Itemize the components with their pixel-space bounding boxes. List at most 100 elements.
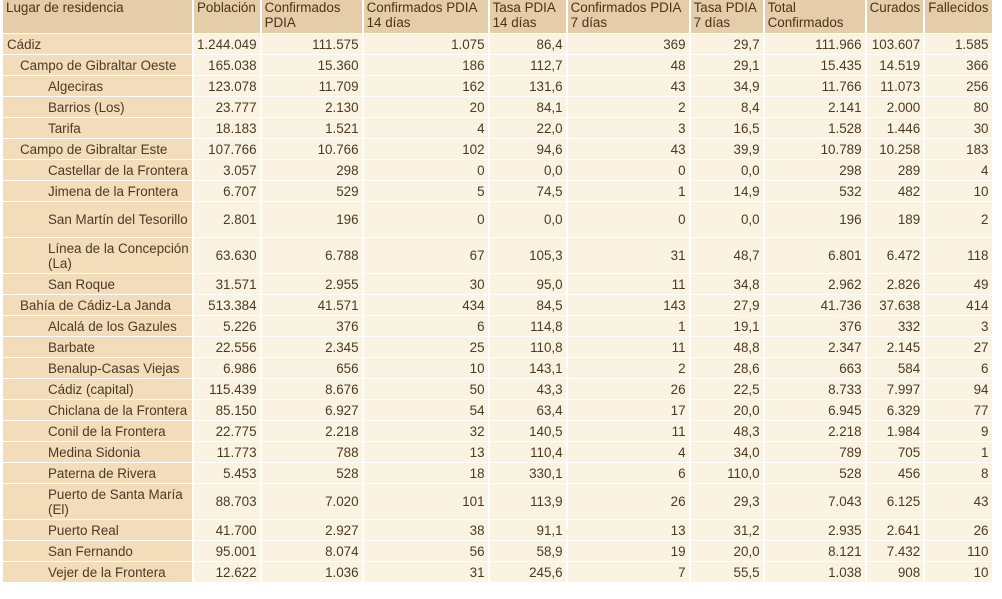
- value-cell: 50: [363, 379, 488, 399]
- value-cell: 1.528: [764, 118, 865, 138]
- value-cell: 31,2: [690, 520, 763, 540]
- header-total-confirmados[interactable]: Total Confirmados: [764, 0, 865, 33]
- value-cell: 101: [363, 484, 488, 519]
- value-cell: 369: [567, 34, 689, 54]
- row-name-cell: San Fernando: [3, 541, 192, 561]
- value-cell: 11.709: [261, 76, 362, 96]
- data-table: Lugar de residencia Población Confirmado…: [1, 0, 994, 583]
- value-cell: 85.150: [194, 400, 260, 420]
- header-confirmados-7[interactable]: Confirmados PDIA 7 días: [567, 0, 689, 33]
- value-cell: 110: [925, 541, 992, 561]
- value-cell: 8,4: [690, 97, 763, 117]
- value-cell: 663: [764, 358, 865, 378]
- value-cell: 1: [567, 316, 689, 336]
- value-cell: 2.218: [764, 421, 865, 441]
- row-name-cell: Chiclana de la Frontera: [3, 400, 192, 420]
- row-name-cell: San Roque: [3, 274, 192, 294]
- value-cell: 28,6: [690, 358, 763, 378]
- value-cell: 58,9: [489, 541, 566, 561]
- value-cell: 102: [363, 139, 488, 159]
- value-cell: 1.036: [261, 562, 362, 582]
- header-confirmados-pdia[interactable]: Confirmados PDIA: [261, 0, 362, 33]
- value-cell: 376: [764, 316, 865, 336]
- value-cell: 114,8: [489, 316, 566, 336]
- value-cell: 414: [925, 295, 992, 315]
- value-cell: 105,3: [489, 238, 566, 273]
- row-name-cell: Cádiz (capital): [3, 379, 192, 399]
- value-cell: 43: [925, 484, 992, 519]
- table-row: Chiclana de la Frontera 85.150 6.927 54 63,4…: [3, 400, 992, 420]
- row-name-cell: Barrios (Los): [3, 97, 192, 117]
- value-cell: 26: [925, 520, 992, 540]
- value-cell: 63.630: [194, 238, 260, 273]
- value-cell: 532: [764, 181, 865, 201]
- value-cell: 298: [764, 160, 865, 180]
- header-poblacion[interactable]: Población: [194, 0, 260, 33]
- row-name-cell: Benalup-Casas Viejas: [3, 358, 192, 378]
- value-cell: 18: [363, 463, 488, 483]
- value-cell: 0: [567, 160, 689, 180]
- value-cell: 4: [925, 160, 992, 180]
- value-cell: 22.775: [194, 421, 260, 441]
- header-curados[interactable]: Curados: [866, 0, 924, 33]
- value-cell: 74,5: [489, 181, 566, 201]
- value-cell: 1.521: [261, 118, 362, 138]
- value-cell: 26: [567, 379, 689, 399]
- value-cell: 56: [363, 541, 488, 561]
- value-cell: 165.038: [194, 55, 260, 75]
- value-cell: 29,3: [690, 484, 763, 519]
- value-cell: 0: [567, 202, 689, 237]
- value-cell: 0: [363, 202, 488, 237]
- value-cell: 86,4: [489, 34, 566, 54]
- value-cell: 15.360: [261, 55, 362, 75]
- value-cell: 10.258: [866, 139, 924, 159]
- header-lugar[interactable]: Lugar de residencia: [3, 0, 192, 33]
- value-cell: 2.927: [261, 520, 362, 540]
- value-cell: 5.226: [194, 316, 260, 336]
- table-row: San Martín del Tesorillo 2.801 196 0 0,0 0 0,0…: [3, 202, 992, 237]
- table-row: Vejer de la Frontera 12.622 1.036 31 245,6 7 5…: [3, 562, 992, 582]
- table-row: Campo de Gibraltar Oeste 165.038 15.360 186…: [3, 55, 992, 75]
- row-name-cell: Tarifa: [3, 118, 192, 138]
- value-cell: 9: [925, 421, 992, 441]
- value-cell: 22.556: [194, 337, 260, 357]
- value-cell: 110,0: [690, 463, 763, 483]
- value-cell: 63,4: [489, 400, 566, 420]
- value-cell: 8.074: [261, 541, 362, 561]
- value-cell: 189: [866, 202, 924, 237]
- value-cell: 131,6: [489, 76, 566, 96]
- value-cell: 20: [363, 97, 488, 117]
- value-cell: 298: [261, 160, 362, 180]
- value-cell: 10: [363, 358, 488, 378]
- row-name-cell: Jimena de la Frontera: [3, 181, 192, 201]
- value-cell: 2.347: [764, 337, 865, 357]
- value-cell: 10: [925, 181, 992, 201]
- table-row: Paterna de Rivera 5.453 528 18 330,1 6 110,0 52…: [3, 463, 992, 483]
- value-cell: 5.453: [194, 463, 260, 483]
- table-row: Castellar de la Frontera 3.057 298 0 0,0 0 0,0…: [3, 160, 992, 180]
- value-cell: 13: [567, 520, 689, 540]
- value-cell: 115.439: [194, 379, 260, 399]
- value-cell: 256: [925, 76, 992, 96]
- value-cell: 39,9: [690, 139, 763, 159]
- table-row: Barrios (Los) 23.777 2.130 20 84,1 2 8,4 2.141 2…: [3, 97, 992, 117]
- header-fallecidos[interactable]: Fallecidos: [925, 0, 992, 33]
- value-cell: 2.955: [261, 274, 362, 294]
- table-row: Línea de la Concepción (La) 63.630 6.788 67…: [3, 238, 992, 273]
- header-confirmados-14[interactable]: Confirmados PDIA 14 días: [363, 0, 488, 33]
- table-row: Campo de Gibraltar Este 107.766 10.766 102 9…: [3, 139, 992, 159]
- table-row: Cádiz 1.244.049 111.575 1.075 86,4 369 29,7 111…: [3, 34, 992, 54]
- header-tasa-14[interactable]: Tasa PDIA 14 días: [489, 0, 566, 33]
- value-cell: 143: [567, 295, 689, 315]
- value-cell: 11: [567, 337, 689, 357]
- value-cell: 0,0: [489, 202, 566, 237]
- value-cell: 3.057: [194, 160, 260, 180]
- value-cell: 8.733: [764, 379, 865, 399]
- value-cell: 0,0: [690, 160, 763, 180]
- value-cell: 330,1: [489, 463, 566, 483]
- row-name-cell: Campo de Gibraltar Este: [3, 139, 192, 159]
- value-cell: 37.638: [866, 295, 924, 315]
- value-cell: 16,5: [690, 118, 763, 138]
- value-cell: 6: [363, 316, 488, 336]
- header-tasa-7[interactable]: Tasa PDIA 7 días: [690, 0, 763, 33]
